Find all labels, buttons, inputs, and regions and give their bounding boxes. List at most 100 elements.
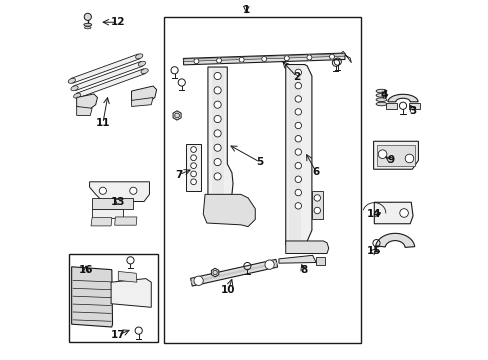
Text: 11: 11 xyxy=(95,118,110,128)
Polygon shape xyxy=(72,267,112,327)
Bar xyxy=(163,17,360,343)
Polygon shape xyxy=(191,262,277,283)
Circle shape xyxy=(264,260,274,269)
Text: 6: 6 xyxy=(312,167,319,177)
Polygon shape xyxy=(111,279,151,307)
Text: 13: 13 xyxy=(111,197,125,207)
Ellipse shape xyxy=(135,54,142,59)
Circle shape xyxy=(190,163,196,168)
Polygon shape xyxy=(92,209,122,218)
Ellipse shape xyxy=(84,26,91,29)
Circle shape xyxy=(190,147,196,152)
Circle shape xyxy=(214,130,221,137)
Polygon shape xyxy=(173,111,181,120)
Text: 8: 8 xyxy=(300,265,306,275)
Circle shape xyxy=(399,209,407,217)
Polygon shape xyxy=(92,198,133,209)
Circle shape xyxy=(294,69,301,76)
Ellipse shape xyxy=(141,69,148,74)
Bar xyxy=(69,253,158,342)
Text: 12: 12 xyxy=(111,17,125,27)
Circle shape xyxy=(190,155,196,161)
Text: 10: 10 xyxy=(221,285,235,295)
Circle shape xyxy=(214,173,221,180)
Polygon shape xyxy=(375,233,414,247)
Polygon shape xyxy=(203,194,255,226)
Polygon shape xyxy=(289,66,301,243)
Circle shape xyxy=(214,87,221,94)
Ellipse shape xyxy=(138,61,145,66)
Ellipse shape xyxy=(375,98,386,102)
Circle shape xyxy=(239,57,244,62)
Circle shape xyxy=(329,54,334,59)
Circle shape xyxy=(294,203,301,209)
Polygon shape xyxy=(185,144,201,191)
Circle shape xyxy=(313,195,320,201)
Polygon shape xyxy=(211,69,223,194)
Circle shape xyxy=(214,116,221,123)
Circle shape xyxy=(284,56,289,61)
Polygon shape xyxy=(115,217,137,225)
Circle shape xyxy=(294,96,301,102)
Circle shape xyxy=(194,59,199,64)
Polygon shape xyxy=(74,61,142,91)
Polygon shape xyxy=(183,53,345,65)
Polygon shape xyxy=(118,271,137,282)
Polygon shape xyxy=(91,218,112,226)
Circle shape xyxy=(214,144,221,151)
Polygon shape xyxy=(373,202,412,224)
Text: 7: 7 xyxy=(175,170,183,180)
Bar xyxy=(316,257,325,265)
Circle shape xyxy=(214,101,221,108)
Polygon shape xyxy=(77,94,97,110)
Polygon shape xyxy=(386,103,396,109)
Circle shape xyxy=(378,150,386,158)
Polygon shape xyxy=(190,259,277,286)
Ellipse shape xyxy=(375,102,386,106)
Text: 16: 16 xyxy=(79,265,93,275)
Circle shape xyxy=(294,109,301,115)
Circle shape xyxy=(294,149,301,155)
Ellipse shape xyxy=(74,93,81,98)
Circle shape xyxy=(129,187,137,194)
Text: 5: 5 xyxy=(256,157,263,167)
Polygon shape xyxy=(131,98,153,107)
Text: 17: 17 xyxy=(111,330,125,340)
Circle shape xyxy=(313,207,320,214)
Circle shape xyxy=(405,154,413,163)
Polygon shape xyxy=(211,268,218,277)
Circle shape xyxy=(294,82,301,89)
Polygon shape xyxy=(183,54,344,62)
Circle shape xyxy=(294,122,301,129)
Circle shape xyxy=(294,135,301,142)
Ellipse shape xyxy=(375,94,386,97)
Circle shape xyxy=(216,58,221,63)
Circle shape xyxy=(294,176,301,183)
Circle shape xyxy=(99,187,106,194)
Ellipse shape xyxy=(71,86,78,91)
Circle shape xyxy=(214,158,221,166)
Text: 1: 1 xyxy=(242,5,249,15)
Circle shape xyxy=(194,276,203,285)
Ellipse shape xyxy=(83,23,92,26)
Polygon shape xyxy=(341,51,351,63)
Text: 2: 2 xyxy=(293,72,300,82)
Polygon shape xyxy=(89,182,149,202)
Polygon shape xyxy=(278,255,316,263)
Polygon shape xyxy=(408,103,419,109)
Ellipse shape xyxy=(375,89,386,93)
Circle shape xyxy=(294,189,301,196)
Ellipse shape xyxy=(68,78,75,83)
Circle shape xyxy=(84,13,91,21)
Circle shape xyxy=(214,72,221,80)
Circle shape xyxy=(190,171,196,177)
Polygon shape xyxy=(131,86,156,103)
Polygon shape xyxy=(376,145,414,166)
Text: 14: 14 xyxy=(366,209,381,219)
Polygon shape xyxy=(387,94,417,102)
Polygon shape xyxy=(71,54,140,83)
Polygon shape xyxy=(311,191,322,220)
Polygon shape xyxy=(285,64,311,244)
Circle shape xyxy=(306,55,311,60)
Text: 15: 15 xyxy=(366,246,381,256)
